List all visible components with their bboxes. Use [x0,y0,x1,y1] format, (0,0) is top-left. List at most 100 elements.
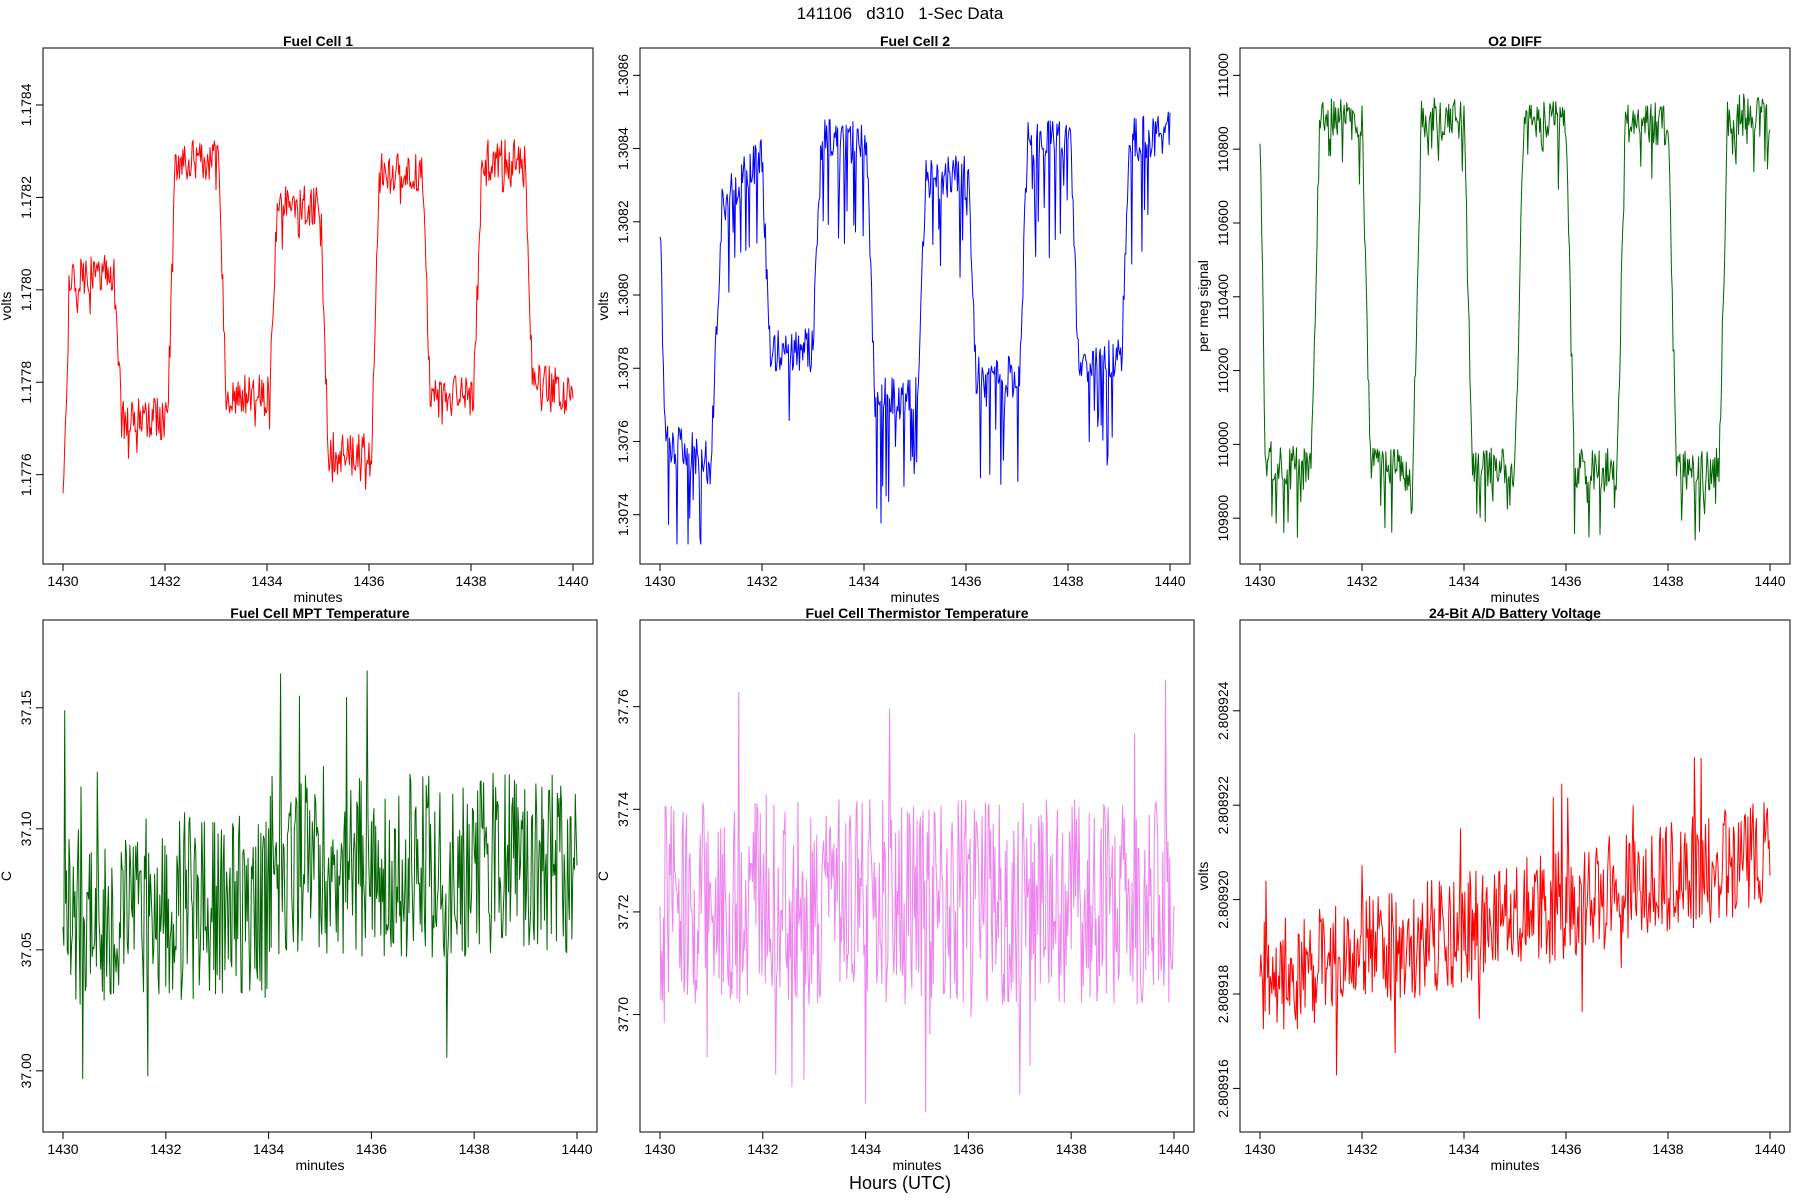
y-tick-label: 37.74 [615,792,631,827]
y-tick-label: 37.72 [615,894,631,929]
x-tick-label: 1438 [459,1141,490,1157]
series-line [659,111,1171,545]
y-axis-label: C [0,871,14,881]
panel-o2-diff: O2 DIFF minutes per meg signal 1430 1432 1… [1195,33,1791,605]
x-tick-label: 1436 [1550,573,1581,589]
y-tick-label: 1.3086 [615,54,631,97]
x-tick-label: 1432 [150,1141,181,1157]
y-tick-label: 1.1784 [18,83,34,126]
series-line [62,139,574,494]
x-tick-label: 1436 [353,573,384,589]
y-tick-label: 110800 [1215,126,1231,172]
x-tick-label: 1434 [253,1141,284,1157]
y-tick-label: 109800 [1215,495,1231,542]
x-tick-label: 1432 [746,573,777,589]
x-tick-label: 1430 [1244,573,1275,589]
y-tick-label: 37.15 [18,690,34,725]
y-tick-label: 2.808924 [1215,681,1231,740]
y-tick-label: 110200 [1215,348,1231,394]
y-tick-label: 1.1776 [18,453,34,496]
y-axis-label: per meg signal [1195,260,1211,352]
x-tick-label: 1430 [644,573,675,589]
panel-title: Fuel Cell 1 [283,33,353,49]
x-tick-label: 1430 [1244,1141,1275,1157]
panel-title: O2 DIFF [1488,33,1542,49]
plot-frame [42,47,594,565]
x-tick-label: 1430 [47,573,78,589]
plot-frame [639,619,1195,1133]
y-tick-label: 37.70 [615,997,631,1032]
x-tick-label: 1430 [47,1141,78,1157]
x-tick-label: 1438 [1056,1141,1087,1157]
y-axis-label: volts [1195,862,1211,891]
panel-title: Fuel Cell MPT Temperature [230,605,410,621]
x-tick-label: 1440 [1158,1141,1189,1157]
y-tick-label: 37.10 [18,811,34,846]
panel-title: Fuel Cell Thermistor Temperature [805,605,1028,621]
x-axis-label: minutes [892,1157,941,1173]
x-tick-label: 1440 [1754,573,1785,589]
y-tick-label: 110400 [1215,274,1231,320]
x-tick-label: 1440 [561,1141,592,1157]
series-line [1259,93,1771,541]
panel-title: 24-Bit A/D Battery Voltage [1429,605,1601,621]
y-tick-label: 110000 [1215,421,1231,467]
figure-bottom-label: Hours (UTC) [849,1173,951,1193]
x-tick-label: 1436 [356,1141,387,1157]
x-tick-label: 1430 [644,1141,675,1157]
series-line [1259,756,1771,1076]
x-tick-label: 1434 [1448,1141,1479,1157]
y-tick-label: 2.808918 [1215,965,1231,1024]
x-tick-label: 1434 [251,573,282,589]
y-tick-label: 1.3080 [615,273,631,316]
y-tick-label: 2.808916 [1215,1059,1231,1118]
x-tick-label: 1438 [1652,1141,1683,1157]
y-tick-label: 2.808920 [1215,870,1231,929]
y-tick-label: 2.808922 [1215,776,1231,835]
panel-fuel-cell-1: Fuel Cell 1 minutes volts 1430 1432 1434 14… [0,33,594,605]
y-axis-label: volts [0,292,14,321]
x-axis-label: minutes [293,589,342,605]
x-tick-label: 1440 [1754,1141,1785,1157]
x-tick-label: 1434 [848,573,879,589]
y-tick-label: 1.1778 [18,361,34,404]
panel-title: Fuel Cell 2 [880,33,950,49]
plot-frame [1239,619,1791,1133]
y-tick-label: 1.3074 [615,493,631,536]
y-tick-label: 37.76 [615,689,631,724]
y-tick-label: 37.05 [18,932,34,967]
x-tick-label: 1432 [747,1141,778,1157]
x-tick-label: 1434 [850,1141,881,1157]
x-axis-label: minutes [890,589,939,605]
y-tick-label: 111000 [1215,53,1231,98]
x-tick-label: 1440 [1154,573,1185,589]
y-tick-label: 1.3076 [615,420,631,463]
series-line [659,679,1175,1113]
y-tick-label: 1.1780 [18,268,34,311]
x-tick-label: 1432 [1346,1141,1377,1157]
x-tick-label: 1436 [950,573,981,589]
x-tick-label: 1438 [455,573,486,589]
y-axis-label: C [595,871,611,881]
x-tick-label: 1432 [149,573,180,589]
figure-suptitle: 141106 d310 1-Sec Data [797,4,1004,23]
y-tick-label: 1.3078 [615,347,631,390]
y-axis-label: volts [595,292,611,321]
x-tick-label: 1434 [1448,573,1479,589]
series-line [62,670,578,1080]
panel-thermistor-temperature: Fuel Cell Thermistor Temperature minutes… [595,605,1195,1173]
x-tick-label: 1440 [557,573,588,589]
y-tick-label: 37.00 [18,1053,34,1088]
panel-fuel-cell-2: Fuel Cell 2 minutes volts 1430 1432 1434 14… [595,33,1191,605]
x-axis-label: minutes [1490,1157,1539,1173]
y-tick-label: 1.3084 [615,127,631,170]
x-tick-label: 1432 [1346,573,1377,589]
x-axis-label: minutes [1490,589,1539,605]
panel-battery-voltage: 24-Bit A/D Battery Voltage minutes volts… [1195,605,1791,1173]
x-axis-label: minutes [295,1157,344,1173]
y-tick-label: 1.3082 [615,200,631,243]
x-tick-label: 1436 [953,1141,984,1157]
panel-mpt-temperature: Fuel Cell MPT Temperature minutes C 1430… [0,605,598,1173]
y-tick-label: 110600 [1215,200,1231,246]
